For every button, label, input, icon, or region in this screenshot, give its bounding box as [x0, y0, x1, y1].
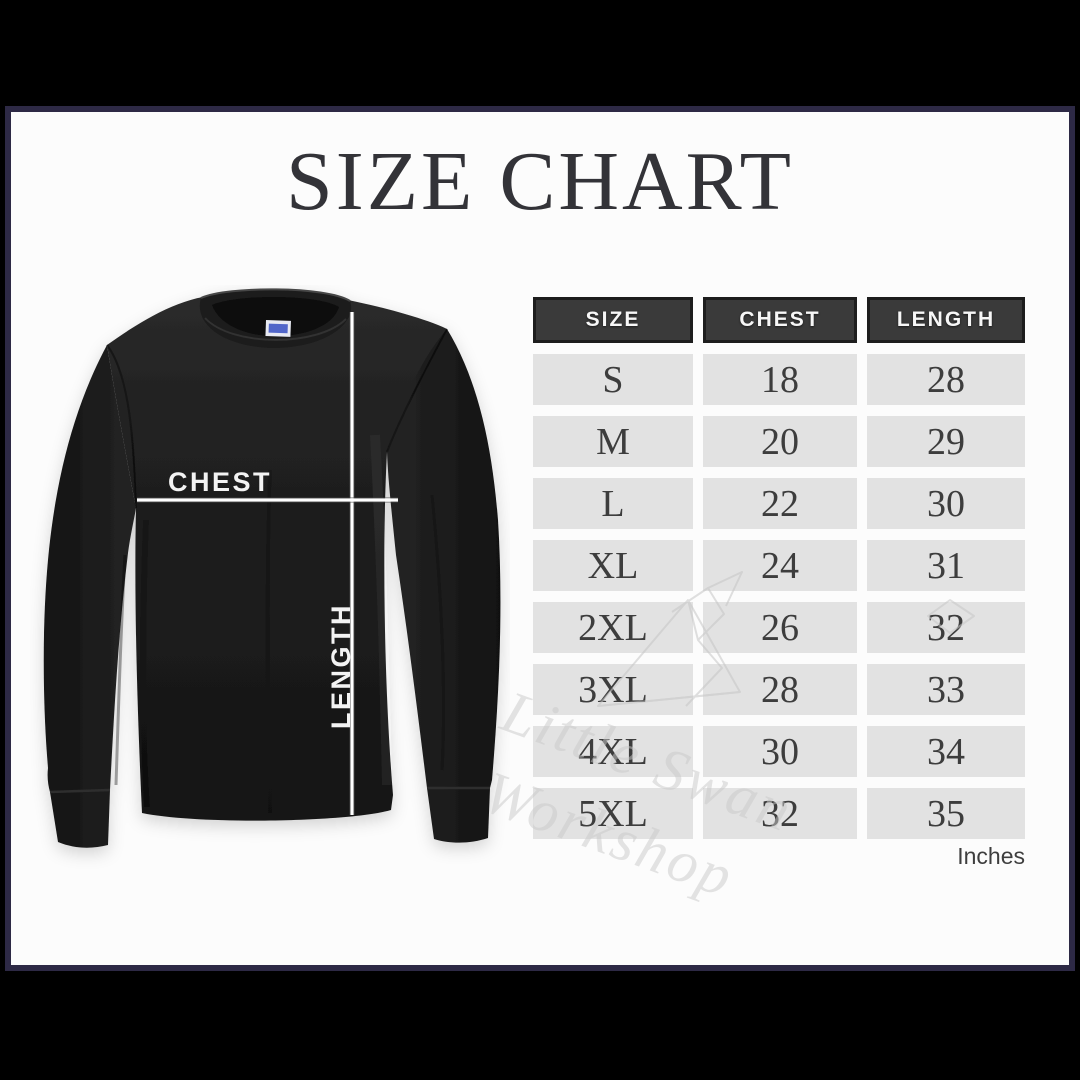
table-cell: 31 [867, 540, 1025, 591]
table-cell: 35 [867, 788, 1025, 839]
column-header-chest: CHEST [703, 297, 857, 343]
unit-label: Inches [957, 843, 1025, 869]
shirt-graphic [43, 288, 501, 848]
length-label: LENGTH [326, 603, 356, 729]
table-cell: 29 [867, 416, 1025, 467]
column-header-length: LENGTH [867, 297, 1025, 343]
shirt-illustration: CHEST LENGTH [43, 288, 501, 848]
column-header-size: SIZE [533, 297, 693, 343]
shirt-right-sleeve [387, 329, 501, 843]
table-cell: 22 [703, 478, 857, 529]
table-cell: 20 [703, 416, 857, 467]
table-cell: 28 [703, 664, 857, 715]
shirt-body [107, 289, 447, 821]
table-cell: S [533, 354, 693, 405]
size-table: SIZE CHEST LENGTH S 18 28 M 20 29 L 22 3… [533, 297, 1025, 839]
shirt-left-sleeve [43, 345, 136, 848]
table-cell: 2XL [533, 602, 693, 653]
page-title: SIZE CHART [286, 135, 794, 228]
table-cell: 28 [867, 354, 1025, 405]
table-cell: M [533, 416, 693, 467]
chest-label: CHEST [168, 467, 272, 497]
table-cell: 5XL [533, 788, 693, 839]
table-cell: 34 [867, 726, 1025, 777]
table-cell: 24 [703, 540, 857, 591]
collar-inner [212, 296, 339, 336]
table-cell: 30 [703, 726, 857, 777]
table-cell: 3XL [533, 664, 693, 715]
table-cell: 4XL [533, 726, 693, 777]
table-cell: 26 [703, 602, 857, 653]
table-cell: L [533, 478, 693, 529]
measurement-lines: CHEST LENGTH [137, 312, 398, 815]
collar-tag [265, 320, 291, 337]
table-cell: 18 [703, 354, 857, 405]
table-cell: 32 [867, 602, 1025, 653]
table-cell: 33 [867, 664, 1025, 715]
table-cell: 30 [867, 478, 1025, 529]
table-cell: XL [533, 540, 693, 591]
table-cell: 32 [703, 788, 857, 839]
